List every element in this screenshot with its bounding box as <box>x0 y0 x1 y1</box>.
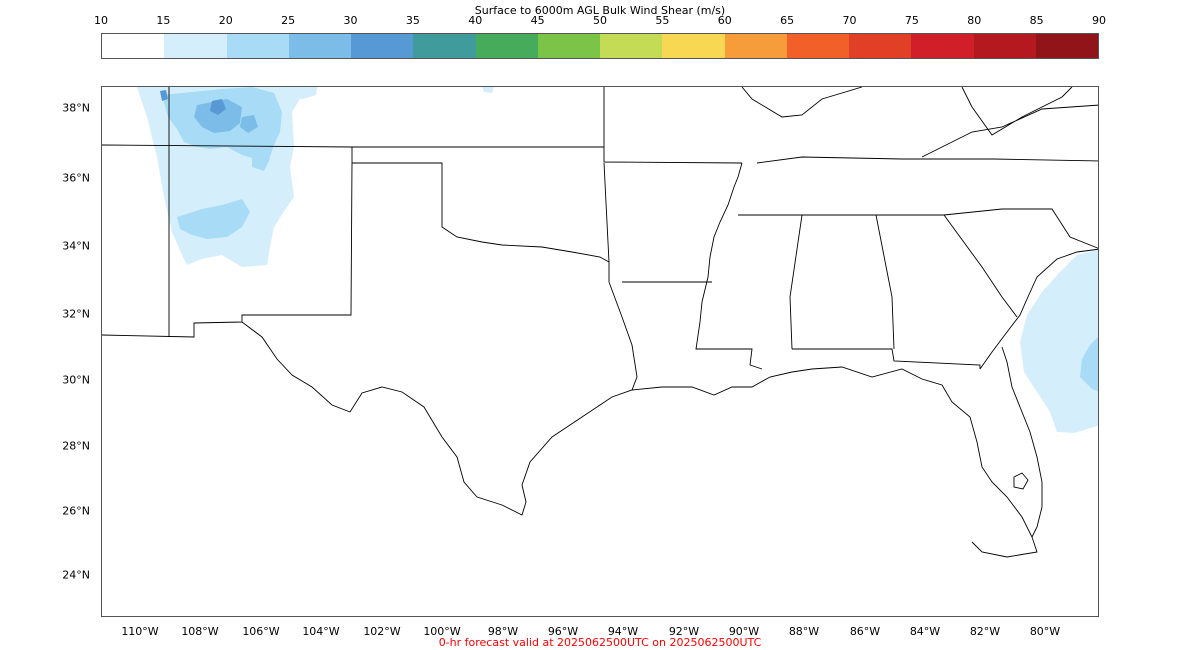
colorbar-tick-label: 35 <box>405 14 420 27</box>
border-tn-south <box>738 208 1003 216</box>
shear-region-medium-southeast <box>1080 337 1098 392</box>
map-panel <box>101 86 1099 617</box>
colorbar-bin <box>1035 34 1098 58</box>
colorbar-bin <box>849 34 912 58</box>
coastline-gulf <box>241 321 1038 558</box>
longitude-label: 104°W <box>302 625 340 638</box>
colorbar-tick-label: 55 <box>655 14 670 27</box>
border-ok-ar <box>603 162 610 282</box>
colorbar-tick-label: 30 <box>343 14 358 27</box>
colorbar-bin <box>973 34 1036 58</box>
colorbar-bin <box>724 34 787 58</box>
colorbar-bin <box>662 34 725 58</box>
longitude-label: 92°W <box>668 625 700 638</box>
colorbar-bin <box>102 34 165 58</box>
shear-region-light-north-edge <box>292 87 317 99</box>
longitude-label: 98°W <box>487 625 519 638</box>
latitude-label: 26°N <box>62 504 90 518</box>
latitude-label: 32°N <box>62 307 90 321</box>
colorbar-tick-label: 45 <box>530 14 545 27</box>
latitude-label: 38°N <box>62 101 90 115</box>
colorbar-tick-label: 90 <box>1092 14 1106 27</box>
colorbar-bin <box>600 34 663 58</box>
colorbar-tick-labels: 10 15 20 25 30 35 40 45 50 55 60 65 70 75 80 85 90 <box>94 14 1106 32</box>
colorbar-bin <box>911 34 974 58</box>
border-fl-north <box>792 348 981 369</box>
colorbar-bin <box>413 34 476 58</box>
colorbar-tick-label: 60 <box>717 14 732 27</box>
colorbar-bin <box>786 34 849 58</box>
shear-region-medium-east <box>252 145 270 171</box>
latitude-label: 34°N <box>62 239 90 253</box>
colorbar-tick-label: 25 <box>281 14 296 27</box>
map-svg <box>102 87 1098 558</box>
shear-region-medium-south <box>177 199 250 239</box>
colorbar-bin <box>164 34 227 58</box>
colorbar-tick-label: 65 <box>780 14 795 27</box>
border-sc-nc <box>1002 208 1098 249</box>
border-ms-al <box>789 214 803 350</box>
colorbar-tick-label: 50 <box>593 14 607 27</box>
border-ks-mo-north <box>603 87 743 164</box>
boundaries <box>102 87 1098 558</box>
longitude-label: 96°W <box>547 625 579 638</box>
forecast-footer: 0-hr forecast valid at 2025062500UTC on … <box>438 636 762 649</box>
colorbar-tick-label: 70 <box>842 14 857 27</box>
colorbar-bin <box>537 34 600 58</box>
border-ga-sc <box>943 214 1018 318</box>
colorbar-tick-label: 40 <box>468 14 483 27</box>
longitude-label: 90°W <box>728 625 760 638</box>
border-panhandle <box>352 162 610 263</box>
longitude-label: 110°W <box>121 625 159 638</box>
colorbar-tick-label: 20 <box>218 14 233 27</box>
border-la-tx <box>608 281 638 391</box>
colorbar-tick-label: 80 <box>967 14 982 27</box>
shear-shading <box>137 87 1098 433</box>
colorbar-bin <box>475 34 538 58</box>
colorbar <box>101 33 1099 59</box>
shear-region-strong <box>194 99 242 133</box>
longitude-label: 84°W <box>909 625 941 638</box>
longitude-label: 108°W <box>181 625 219 638</box>
shear-region-deep <box>210 99 226 115</box>
longitude-label: 86°W <box>849 625 881 638</box>
latitude-label: 36°N <box>62 171 90 185</box>
shear-region-deep-west <box>160 90 168 101</box>
border-mississippi-river <box>695 162 763 370</box>
colorbar-tick-label: 15 <box>156 14 171 27</box>
colorbar-bin <box>351 34 414 58</box>
colorbar-tick-label: 85 <box>1029 14 1044 27</box>
latitude-label: 28°N <box>62 439 90 453</box>
longitude-label: 88°W <box>788 625 820 638</box>
border-northeast-states <box>741 87 1098 158</box>
longitude-label: 94°W <box>607 625 639 638</box>
longitude-label: 82°W <box>969 625 1001 638</box>
colorbar-bin <box>226 34 289 58</box>
lake-okeechobee <box>1013 472 1029 490</box>
shear-region-strong-small <box>240 115 258 133</box>
latitude-label: 24°N <box>62 568 90 582</box>
longitude-label: 100°W <box>423 625 461 638</box>
colorbar-tick-label: 10 <box>94 14 108 27</box>
longitude-label: 80°W <box>1029 625 1061 638</box>
longitude-label: 106°W <box>242 625 280 638</box>
shear-region-light-southeast <box>1020 249 1098 433</box>
coastline-florida-atlantic <box>979 248 1098 538</box>
border-nm-tx <box>102 147 353 338</box>
border-al-ga <box>875 214 895 350</box>
latitude-label: 30°N <box>62 373 90 387</box>
colorbar-bin <box>288 34 351 58</box>
border-ky-tn <box>756 156 1098 164</box>
longitude-label: 102°W <box>363 625 401 638</box>
colorbar-tick-label: 75 <box>904 14 919 27</box>
shear-region-light-corner <box>482 87 494 93</box>
colorbar-title: Surface to 6000m AGL Bulk Wind Shear (m/… <box>474 4 726 17</box>
